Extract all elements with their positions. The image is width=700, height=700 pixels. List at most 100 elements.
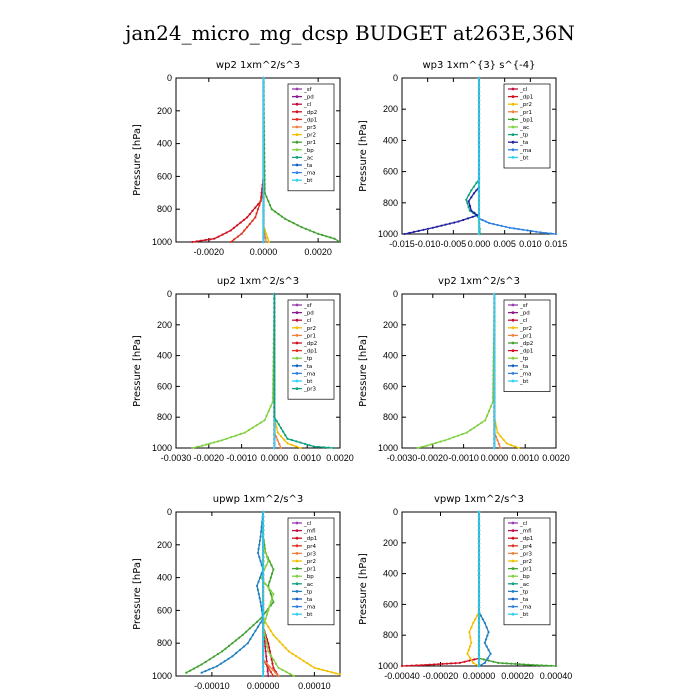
series-marker [248,213,251,216]
series-marker [204,670,207,673]
series-marker [196,445,199,448]
series-marker [493,415,496,418]
series-marker [273,393,276,396]
series-marker [273,329,276,332]
legend-label: _dp1 [519,95,533,101]
series-marker [255,212,258,215]
series-marker [469,657,472,660]
series-marker [467,193,470,197]
series-marker [262,670,265,673]
series-marker [262,104,265,107]
series-marker [440,224,443,227]
series-marker [263,640,266,643]
legend-marker [511,156,515,159]
series-marker [424,663,427,667]
series-marker [267,642,270,645]
series-marker [262,158,265,162]
series-marker [477,655,481,659]
legend-label: _ac [303,155,313,161]
legend-marker [511,552,515,555]
series-marker [499,446,502,450]
legend-label: _ta [519,140,528,146]
legend-marker [295,156,299,159]
series-marker [477,130,481,133]
series-marker [246,216,249,219]
series-marker [430,443,433,446]
x-tick-label: -0.00020 [423,671,459,681]
legend-marker [511,529,515,532]
series-marker [264,583,267,586]
legend-marker [511,605,515,608]
series-marker [513,227,516,230]
series-marker [209,442,212,445]
y-tick-label: 600 [383,167,398,177]
series-marker [273,397,276,400]
series-marker [225,231,228,234]
x-tick-label: 0.010 [519,239,542,249]
panel-1: wp3 1xm^{3} s^{-4} Pressure [hPa] 0 200 400 6… [358,60,567,249]
legend-marker [511,559,515,563]
series-marker [286,437,289,440]
y-tick-label: 200 [383,538,398,548]
series-marker [483,661,486,665]
series-marker [262,579,265,582]
series-marker [273,365,276,369]
series-marker [291,652,294,655]
series-marker [508,226,511,229]
series-marker [281,668,284,671]
legend-marker [295,118,299,121]
series-marker [477,183,481,187]
series-marker [292,674,295,678]
series-marker [329,236,332,239]
series-marker [477,565,481,568]
legend-box [503,83,551,169]
plot-frame [175,293,341,449]
legend-label: _pr1 [303,140,316,146]
series-marker [497,661,500,665]
series-marker [200,239,203,242]
series-marker [274,210,277,213]
series-marker [544,231,547,235]
series-marker [493,419,496,422]
series-marker [269,592,272,596]
x-tick-label: 0.0020 [542,453,570,463]
series-marker [257,580,260,583]
series-marker [282,430,285,433]
series-marker [433,663,436,666]
legend-label: _ma [519,148,531,154]
y-tick-label: 0 [393,507,398,517]
series-marker [481,218,484,222]
series-pr1 [262,76,342,244]
legend-label: _ma [303,605,315,611]
y-tick-label: 200 [383,104,398,114]
series-marker [295,655,298,658]
series-marker [475,189,478,192]
x-tick-label: 0.00000 [463,671,496,681]
series-marker [259,535,262,538]
legend: _cl _mfl_dp1 _pr4_pr3 _pr2 _pr1_bp _ac_tp _ta _… [287,517,335,626]
legend-label: _ac [303,582,313,588]
series-marker [493,442,496,445]
series-marker [489,652,492,655]
y-tick-label: 800 [157,204,172,214]
series-marker [540,664,543,667]
legend-label: _ta [303,364,312,370]
y-axis-label: Pressure [hPa] [132,335,143,407]
series-marker [477,583,481,586]
legend-marker [295,387,299,390]
series-marker [477,606,481,609]
legend-marker [295,318,299,322]
legend-marker [511,544,515,548]
series-marker [517,446,521,450]
series-marker [493,406,496,409]
series-marker [477,578,481,582]
legend-label: _pr2 [519,559,532,565]
series-marker [269,601,272,604]
series-marker [403,232,406,236]
series-marker [265,613,269,616]
series-marker [477,152,481,155]
series-marker [262,588,265,591]
legend-label: _pr2 [303,559,316,565]
y-tick-label: 800 [383,630,398,640]
legend-label: _bt [303,379,313,385]
